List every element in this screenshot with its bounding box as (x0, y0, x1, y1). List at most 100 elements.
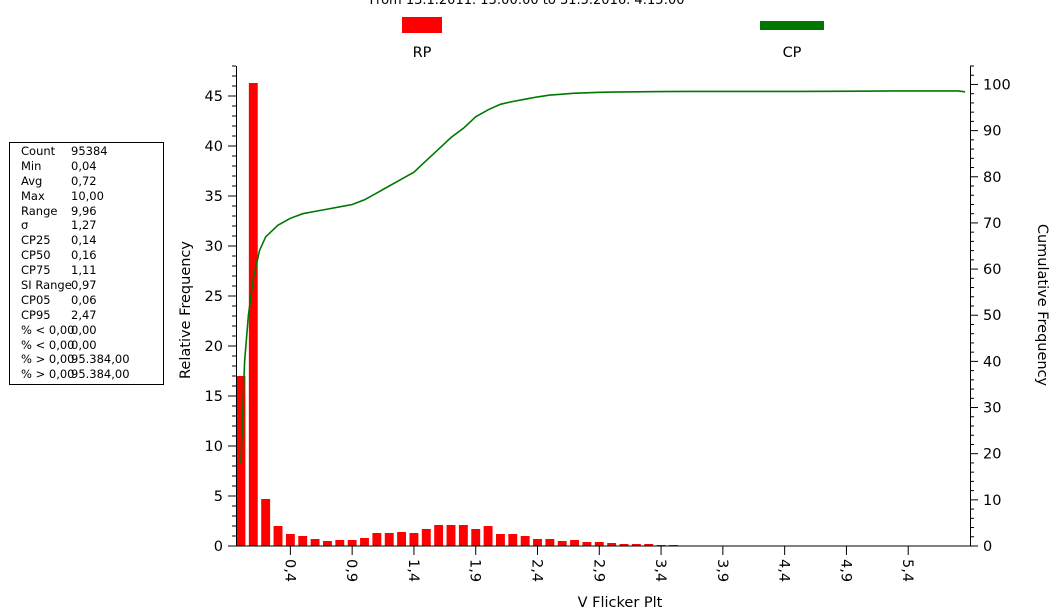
x-tick-label: 0,4 (281, 559, 297, 582)
stat-label: % > 0,00 (21, 352, 75, 367)
stat-label: Min (21, 158, 42, 173)
stat-label: CP05 (21, 292, 51, 307)
stat-value: 0,00 (71, 337, 97, 352)
y2-axis-label: Cumulative Frequency (1034, 224, 1050, 387)
rp-bar (458, 525, 468, 546)
stat-label: σ (21, 218, 29, 233)
y2-tick-label: 20 (983, 447, 1001, 463)
x-tick-label: 3,4 (652, 559, 668, 582)
rp-bar (384, 533, 394, 546)
rp-bar (360, 538, 369, 546)
stat-label: CP75 (21, 263, 51, 278)
stat-row: CP75 1,11 (10, 263, 163, 278)
y-tick-label: 15 (205, 389, 223, 405)
y2-tick-label: 30 (983, 401, 1001, 417)
rp-bar (421, 529, 431, 546)
stat-label: SI Range (21, 278, 72, 293)
x-tick-label: 1,4 (405, 559, 421, 582)
y2-tick-label: 50 (983, 308, 1001, 324)
y2-tick-label: 60 (983, 262, 1001, 278)
stat-row: CP95 2,47 (10, 308, 163, 323)
stat-row: % < 0,00 0,00 (10, 338, 163, 353)
rp-bars (236, 83, 678, 546)
rp-bar (570, 540, 580, 546)
y-tick-label: 0 (214, 539, 223, 555)
rp-bar (557, 541, 567, 546)
rp-bar (533, 539, 542, 546)
x-axis: 0,4 0,9 1,4 1,9 2,4 2,9 3,4 3,9 4,4 4,9 5,4 (281, 546, 915, 582)
stat-label: % > 0,00 (21, 367, 75, 382)
rp-bar (594, 542, 604, 546)
rp-bar (483, 526, 493, 546)
x-tick-label: 0,9 (343, 559, 359, 582)
rp-bar (508, 534, 518, 546)
stat-label: Count (21, 144, 56, 158)
rp-bar (298, 536, 308, 546)
y-tick-label: 35 (205, 189, 223, 205)
stat-row: CP50 0,16 (10, 248, 163, 263)
stat-row: CP05 0,06 (10, 293, 163, 308)
y-tick-label: 10 (205, 439, 223, 455)
cp-line (240, 90, 966, 463)
y-tick-label: 30 (205, 239, 223, 255)
rp-bar (248, 83, 258, 546)
stat-label: CP25 (21, 233, 51, 248)
rp-bar (545, 539, 555, 546)
stat-value: 0,97 (71, 278, 97, 293)
rp-bar (644, 544, 654, 546)
stat-value: 9,96 (71, 203, 97, 218)
rp-bar (631, 544, 641, 546)
rp-bar (261, 499, 271, 546)
rp-bar (285, 534, 295, 546)
stat-value: 0,00 (71, 322, 97, 337)
stat-label: Avg (21, 173, 43, 188)
y-axis-right: 0 10 20 30 40 50 60 70 80 90 100 (970, 65, 1011, 555)
stat-value: 1,27 (71, 218, 97, 233)
stat-row: Min 0,04 (10, 159, 163, 174)
y2-tick-label: 100 (983, 77, 1011, 93)
y-axis-left: 0 5 10 15 20 25 30 35 40 45 (205, 65, 236, 555)
stat-row: Max 10,00 (10, 189, 163, 204)
x-tick-label: 2,4 (529, 559, 545, 582)
stat-value: 2,47 (71, 307, 97, 322)
stat-row: % < 0,00 0,00 (10, 323, 163, 338)
x-tick-label: 1,9 (467, 559, 483, 582)
x-tick-label: 4,9 (837, 559, 853, 582)
stat-label: Range (21, 203, 58, 218)
legend-rp-label: RP (413, 45, 432, 61)
stat-row: SI Range 0,97 (10, 278, 163, 293)
stat-value: 0,14 (71, 233, 97, 248)
legend-cp-label: CP (783, 45, 802, 61)
stat-row: CP25 0,14 (10, 233, 163, 248)
x-tick-label: 5,4 (899, 559, 915, 582)
stat-value: 0,04 (71, 158, 97, 173)
y-tick-label: 5 (214, 489, 223, 505)
stat-value: 0,16 (71, 248, 97, 263)
rp-bar (582, 542, 592, 546)
rp-bar (322, 541, 332, 546)
stat-value: 0,72 (71, 173, 97, 188)
x-tick-label: 4,4 (776, 559, 792, 582)
stat-label: % < 0,00 (21, 337, 75, 352)
y2-tick-label: 80 (983, 170, 1001, 186)
rp-bar (471, 529, 481, 546)
y-axis-label: Relative Frequency (178, 241, 194, 379)
stat-row: Avg 0,72 (10, 174, 163, 189)
legend-rp-swatch (402, 17, 442, 33)
x-tick-label: 2,9 (590, 559, 606, 582)
legend: RP CP (402, 17, 824, 61)
rp-bar (520, 536, 530, 546)
plot-area: 0 5 10 15 20 25 30 35 40 45 0 10 20 30 40 50 60 70 80 90 10… (205, 65, 1011, 582)
stat-value: 1,11 (71, 263, 97, 278)
stat-value: 95.384,00 (71, 367, 130, 382)
rp-bar (397, 532, 407, 546)
stat-row: % > 0,00 95.384,00 (10, 367, 163, 382)
stat-value: 0,06 (71, 292, 97, 307)
statistics-panel: Count 95384 Min 0,04 Avg 0,72 Max 10,00 Range 9,9… (9, 142, 164, 386)
rp-bar (273, 526, 283, 546)
x-axis-label: V Flicker Plt (578, 595, 663, 611)
rp-bar (310, 539, 320, 546)
stat-row: Count 95384 (10, 144, 163, 159)
legend-cp-swatch (760, 21, 824, 30)
x-tick-label: 3,9 (714, 559, 730, 582)
